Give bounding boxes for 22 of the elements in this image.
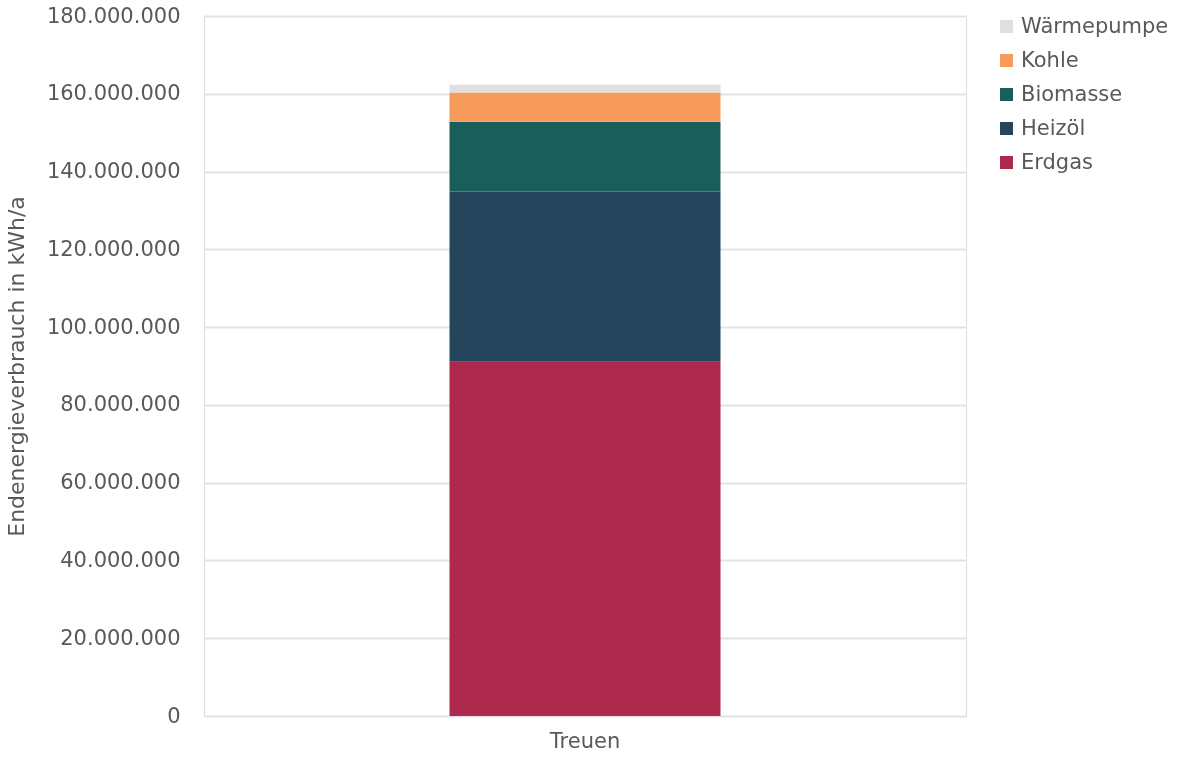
legend-label: Biomasse <box>1021 81 1123 106</box>
x-tick-label: Treuen <box>548 728 621 753</box>
bar <box>449 92 721 122</box>
bar <box>449 361 721 716</box>
y-axis-title: Endenergieverbrauch in kWh/a <box>3 196 29 537</box>
legend-label: Kohle <box>1021 47 1079 72</box>
legend-label: Heizöl <box>1021 115 1086 140</box>
y-tick-label: 100.000.000 <box>46 314 181 339</box>
bar <box>449 84 721 93</box>
y-tick-label: 80.000.000 <box>60 392 181 417</box>
legend-label: Wärmepumpe <box>1021 13 1169 38</box>
y-tick-label: 180.000.000 <box>46 3 181 28</box>
bar <box>449 121 721 192</box>
y-tick-label: 40.000.000 <box>60 547 181 572</box>
y-tick-label: 0 <box>167 703 181 728</box>
bar <box>449 191 721 362</box>
legend-label: Erdgas <box>1021 149 1094 174</box>
y-tick-label: 160.000.000 <box>46 81 181 106</box>
y-tick-label: 60.000.000 <box>60 470 181 495</box>
y-tick-label: 120.000.000 <box>46 236 181 261</box>
y-tick-label: 20.000.000 <box>60 625 181 650</box>
y-tick-label: 140.000.000 <box>46 159 181 184</box>
